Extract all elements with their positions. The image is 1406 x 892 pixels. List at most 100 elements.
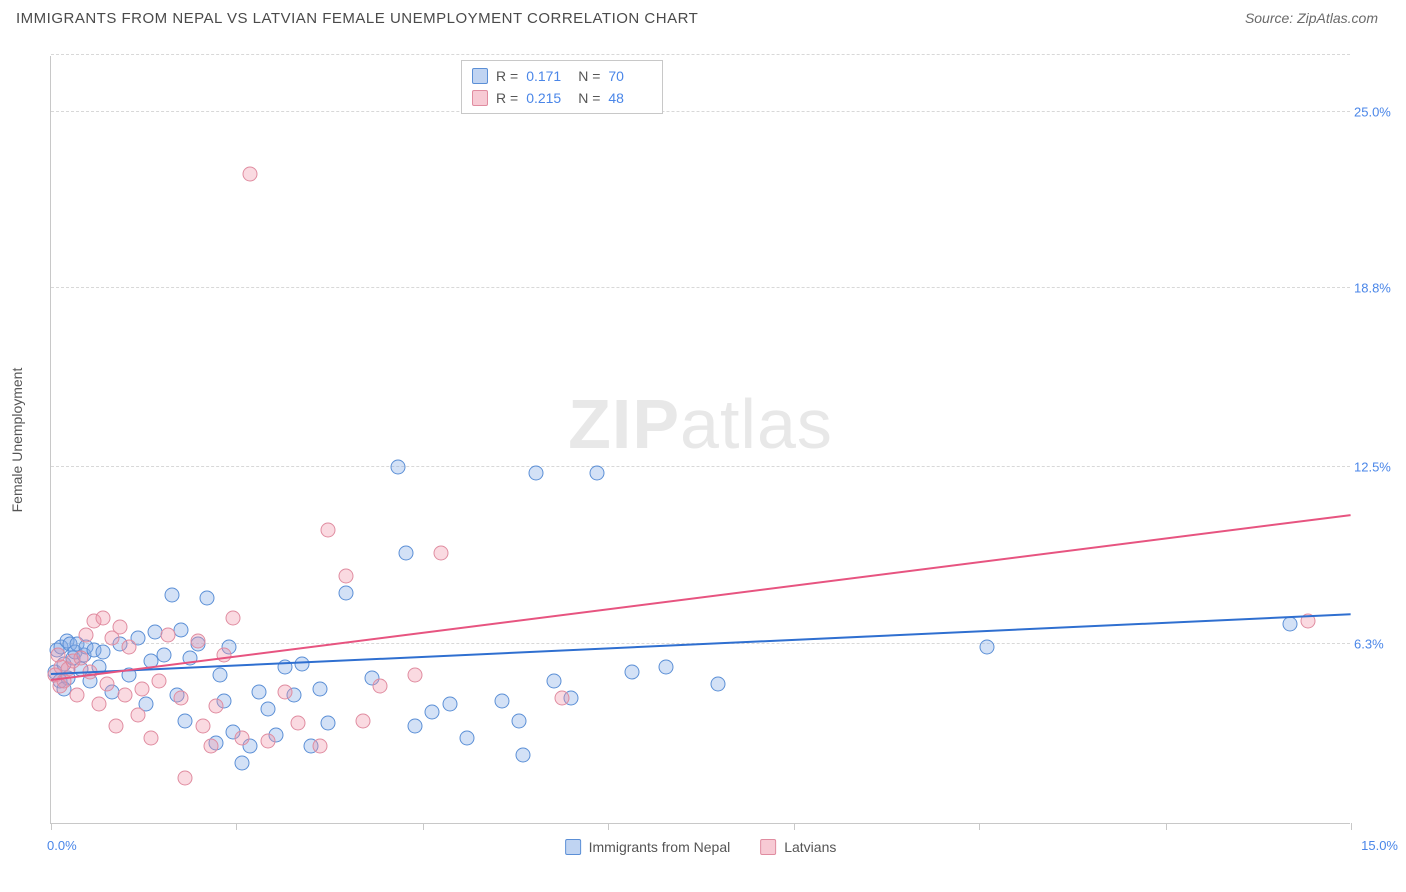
r-value: 0.171: [526, 65, 570, 87]
data-point: [213, 668, 228, 683]
data-point: [512, 713, 527, 728]
x-tick: [51, 823, 52, 830]
data-point: [130, 707, 145, 722]
gridline: 25.0%: [51, 111, 1350, 112]
data-point: [624, 665, 639, 680]
data-point: [208, 699, 223, 714]
scatter-plot: ZIPatlas Female Unemployment 6.3%12.5%18…: [50, 56, 1350, 824]
n-value: 48: [608, 87, 652, 109]
data-point: [555, 690, 570, 705]
x-axis-max-label: 15.0%: [1361, 838, 1398, 853]
legend-row-series-b: R = 0.215 N = 48: [472, 87, 652, 109]
x-tick: [1351, 823, 1352, 830]
n-label: N =: [578, 87, 600, 109]
data-point: [980, 639, 995, 654]
data-point: [174, 690, 189, 705]
x-tick: [608, 823, 609, 830]
data-point: [234, 756, 249, 771]
data-point: [96, 645, 111, 660]
data-point: [425, 705, 440, 720]
x-tick: [423, 823, 424, 830]
data-point: [312, 682, 327, 697]
watermark-bold: ZIP: [568, 385, 680, 463]
data-point: [109, 719, 124, 734]
data-point: [516, 747, 531, 762]
data-point: [373, 679, 388, 694]
n-label: N =: [578, 65, 600, 87]
r-label: R =: [496, 65, 518, 87]
y-tick-label: 18.8%: [1354, 281, 1402, 296]
chart-title: IMMIGRANTS FROM NEPAL VS LATVIAN FEMALE …: [16, 10, 698, 27]
data-point: [711, 676, 726, 691]
data-point: [96, 611, 111, 626]
n-value: 70: [608, 65, 652, 87]
data-point: [243, 167, 258, 182]
data-point: [217, 648, 232, 663]
data-point: [178, 770, 193, 785]
data-point: [494, 693, 509, 708]
data-point: [260, 702, 275, 717]
data-point: [70, 688, 85, 703]
trend-line: [51, 613, 1351, 675]
data-point: [434, 545, 449, 560]
data-point: [295, 656, 310, 671]
swatch-icon: [760, 839, 776, 855]
r-label: R =: [496, 87, 518, 109]
swatch-icon: [472, 68, 488, 84]
data-point: [200, 591, 215, 606]
r-value: 0.215: [526, 87, 570, 109]
data-point: [78, 628, 93, 643]
swatch-icon: [472, 90, 488, 106]
y-tick-label: 12.5%: [1354, 460, 1402, 475]
data-point: [122, 639, 137, 654]
data-point: [1283, 616, 1298, 631]
gridline: 12.5%: [51, 466, 1350, 467]
data-point: [321, 716, 336, 731]
data-point: [204, 739, 219, 754]
watermark: ZIPatlas: [568, 384, 833, 464]
data-point: [659, 659, 674, 674]
legend-item-series-b: Latvians: [760, 839, 836, 855]
legend-item-series-a: Immigrants from Nepal: [565, 839, 731, 855]
data-point: [390, 460, 405, 475]
data-point: [260, 733, 275, 748]
data-point: [226, 611, 241, 626]
data-point: [278, 685, 293, 700]
data-point: [356, 713, 371, 728]
data-point: [234, 730, 249, 745]
data-point: [312, 739, 327, 754]
x-tick: [794, 823, 795, 830]
data-point: [91, 696, 106, 711]
data-point: [546, 673, 561, 688]
data-point: [442, 696, 457, 711]
data-point: [161, 628, 176, 643]
x-tick: [1166, 823, 1167, 830]
x-axis-min-label: 0.0%: [47, 838, 77, 853]
data-point: [338, 568, 353, 583]
trend-line: [51, 514, 1351, 681]
swatch-icon: [565, 839, 581, 855]
x-tick: [979, 823, 980, 830]
data-point: [143, 730, 158, 745]
data-point: [321, 523, 336, 538]
data-point: [100, 676, 115, 691]
series-legend: Immigrants from Nepal Latvians: [565, 839, 837, 855]
x-tick: [236, 823, 237, 830]
data-point: [165, 588, 180, 603]
data-point: [338, 585, 353, 600]
data-point: [399, 545, 414, 560]
data-point: [117, 688, 132, 703]
y-axis-title: Female Unemployment: [9, 367, 25, 512]
data-point: [460, 730, 475, 745]
data-point: [74, 651, 89, 666]
data-point: [408, 719, 423, 734]
y-tick-label: 6.3%: [1354, 636, 1402, 651]
data-point: [291, 716, 306, 731]
data-point: [191, 633, 206, 648]
legend-label: Latvians: [784, 839, 836, 855]
data-point: [113, 619, 128, 634]
data-point: [135, 682, 150, 697]
watermark-light: atlas: [680, 385, 833, 463]
data-point: [174, 622, 189, 637]
data-point: [156, 648, 171, 663]
